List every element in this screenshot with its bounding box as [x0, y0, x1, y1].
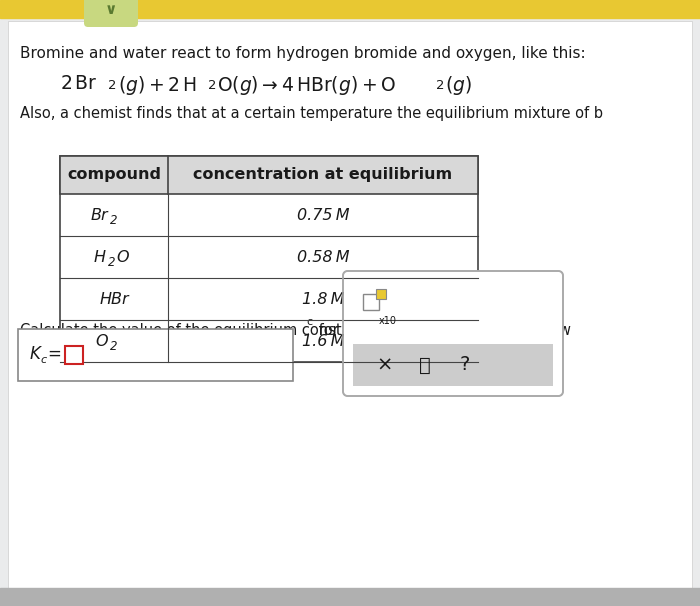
Text: 1.8 M: 1.8 M: [302, 291, 344, 307]
Text: O: O: [116, 250, 129, 264]
Bar: [353, 344, 553, 386]
Text: 2: 2: [110, 213, 118, 227]
Text: Br: Br: [90, 207, 108, 222]
Text: K: K: [30, 345, 41, 363]
Text: ↆ: ↆ: [419, 356, 431, 375]
Bar: [363, 294, 379, 310]
FancyBboxPatch shape: [343, 271, 563, 396]
Bar: [18, 329, 293, 381]
Bar: [0, 588, 700, 606]
Bar: [376, 289, 386, 299]
Text: $(g)$: $(g)$: [445, 74, 472, 97]
Text: 2: 2: [110, 339, 118, 353]
Text: x10: x10: [379, 316, 397, 326]
Text: $2\,\mathrm{Br}$: $2\,\mathrm{Br}$: [60, 74, 97, 93]
Text: 2: 2: [108, 256, 116, 268]
Text: for this reaction. Round your answ: for this reaction. Round your answ: [314, 323, 570, 338]
Text: 0.58 M: 0.58 M: [297, 250, 349, 264]
Text: $\mathrm{O}(g) \rightarrow 4\,\mathrm{HBr}(g) + \mathrm{O}$: $\mathrm{O}(g) \rightarrow 4\,\mathrm{HB…: [217, 74, 396, 97]
Text: Calculate the value of the equilibrium constant K: Calculate the value of the equilibrium c…: [20, 323, 380, 338]
Text: $(g) + 2\,\mathrm{H}$: $(g) + 2\,\mathrm{H}$: [118, 74, 197, 97]
Text: 2: 2: [108, 79, 116, 92]
Text: HBr: HBr: [99, 291, 129, 307]
Bar: [60, 156, 478, 362]
Text: 1.6 M: 1.6 M: [302, 333, 344, 348]
Text: Bromine and water react to form hydrogen bromide and oxygen, like this:: Bromine and water react to form hydrogen…: [20, 46, 586, 61]
Text: 2: 2: [436, 79, 445, 92]
FancyBboxPatch shape: [84, 0, 138, 27]
Text: c: c: [307, 317, 313, 327]
Bar: [0, 0, 700, 18]
Text: =: =: [47, 345, 61, 363]
Text: O: O: [95, 333, 108, 348]
Text: ×: ×: [377, 356, 393, 375]
Text: ?: ?: [460, 356, 470, 375]
Text: 0.75 M: 0.75 M: [297, 207, 349, 222]
Text: compound: compound: [67, 167, 161, 182]
Bar: [65, 346, 83, 364]
Text: Also, a chemist finds that at a certain temperature the equilibrium mixture of b: Also, a chemist finds that at a certain …: [20, 106, 603, 121]
Text: 2: 2: [208, 79, 216, 92]
Text: H: H: [94, 250, 106, 264]
Text: c: c: [40, 355, 46, 365]
Text: ∨: ∨: [105, 1, 117, 16]
Bar: [60, 156, 478, 194]
Text: concentration at equilibrium: concentration at equilibrium: [193, 167, 453, 182]
